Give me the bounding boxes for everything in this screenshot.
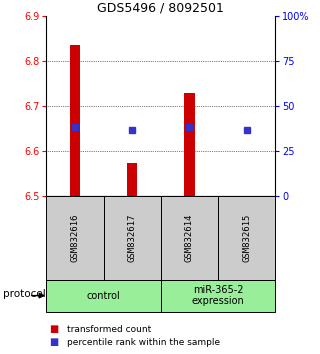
Text: GSM832617: GSM832617: [128, 214, 137, 262]
Text: ■: ■: [50, 324, 59, 334]
Text: transformed count: transformed count: [67, 325, 151, 334]
Text: percentile rank within the sample: percentile rank within the sample: [67, 338, 220, 347]
Title: GDS5496 / 8092501: GDS5496 / 8092501: [97, 2, 224, 15]
Text: miR-365-2
expression: miR-365-2 expression: [192, 285, 244, 307]
Text: ■: ■: [50, 337, 59, 347]
Bar: [242, 195, 252, 196]
Text: GSM832614: GSM832614: [185, 214, 194, 262]
Bar: [184, 93, 195, 196]
Text: GSM832616: GSM832616: [70, 214, 79, 262]
Text: protocol: protocol: [3, 289, 46, 299]
Bar: [127, 162, 137, 196]
Text: control: control: [87, 291, 120, 301]
Text: GSM832615: GSM832615: [242, 214, 251, 262]
Bar: [70, 45, 80, 196]
